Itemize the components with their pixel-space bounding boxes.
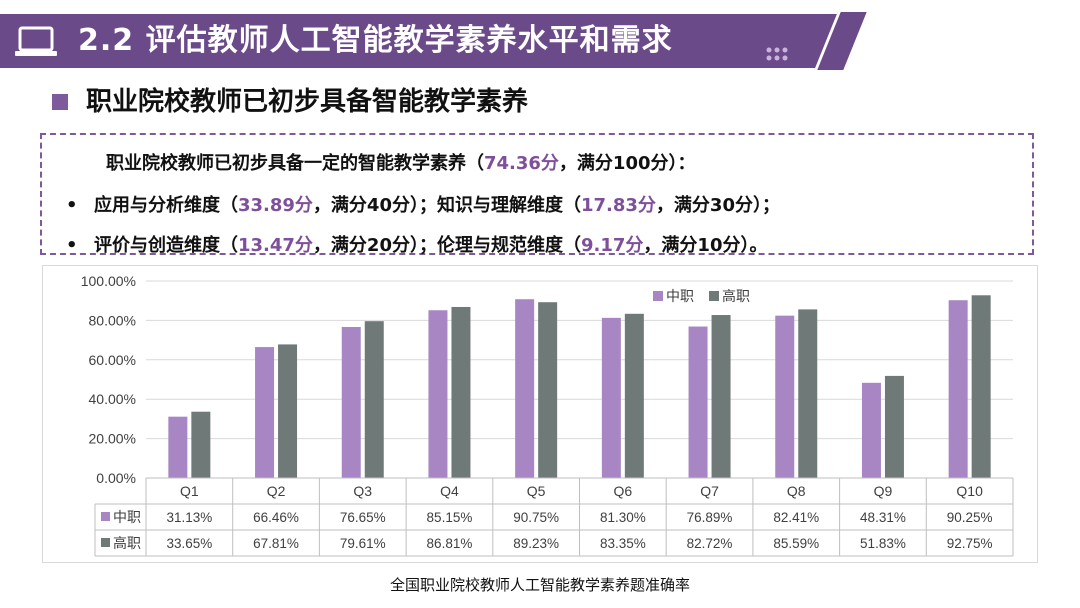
bar-chart: 0.00% 20.00% 40.00% 60.00% 80.00% 100.00% Q1 Q2… — [81, 273, 1014, 557]
bullet-icon: • — [66, 235, 78, 256]
bar-高职-Q9 — [884, 375, 904, 478]
x-tick-label: Q8 — [787, 483, 806, 499]
data-label: 85.15% — [427, 510, 473, 525]
data-label: 90.75% — [513, 510, 559, 525]
data-label: 76.65% — [340, 510, 386, 525]
bar-高职-Q8 — [798, 309, 818, 478]
summary-text: ，满分20分）； — [312, 235, 437, 256]
legend-key — [709, 291, 719, 301]
summary-text: ，满分10分）。 — [643, 235, 768, 256]
bar-高职-Q10 — [971, 295, 991, 478]
bar-高职-Q5 — [538, 302, 558, 478]
legend-key — [653, 291, 663, 301]
page-title: 2.2 评估教师人工智能教学素养水平和需求 — [78, 23, 673, 58]
summary-score: 33.89分 — [238, 195, 313, 216]
data-label: 83.35% — [600, 536, 646, 551]
data-label: 92.75% — [947, 536, 993, 551]
summary-box: 职业院校教师已初步具备一定的智能教学素养（74.36分，满分100分）： • 应用… — [40, 133, 1034, 257]
table-legend-key — [101, 538, 110, 547]
summary-score: 13.47分 — [238, 235, 313, 256]
section-bullet-icon — [52, 94, 68, 110]
summary-text: ，满分100分）： — [558, 153, 696, 174]
bar-高职-Q1 — [191, 411, 211, 478]
data-label: 81.30% — [600, 510, 646, 525]
y-tick-label: 60.00% — [89, 352, 136, 368]
data-label: 76.89% — [687, 510, 733, 525]
table-series-name: 中职 — [113, 509, 141, 525]
summary-score: 9.17分 — [581, 235, 644, 256]
laptop-icon — [15, 26, 57, 56]
bar-中职-Q10 — [948, 300, 968, 478]
summary-text: 应用与分析维度（ — [94, 195, 238, 216]
x-tick-label: Q4 — [440, 483, 459, 499]
data-label: 31.13% — [166, 510, 212, 525]
bar-中职-Q8 — [775, 315, 795, 478]
chart-caption: 全国职业院校教师人工智能教学素养题准确率 — [389, 576, 690, 594]
data-label: 67.81% — [253, 536, 299, 551]
bar-高职-Q2 — [278, 344, 298, 478]
summary-text: 知识与理解维度（ — [437, 195, 581, 216]
bar-中职-Q6 — [601, 317, 621, 478]
data-label: 79.61% — [340, 536, 386, 551]
summary-text: ，满分30分）； — [655, 195, 780, 216]
x-tick-label: Q6 — [614, 483, 633, 499]
decoration-dots-icon — [766, 47, 788, 61]
summary-score: 74.36分 — [484, 153, 559, 174]
data-label: 82.72% — [687, 536, 733, 551]
table-series-name: 高职 — [113, 535, 141, 551]
legend-label: 中职 — [666, 288, 694, 304]
chart-frame: 0.00% 20.00% 40.00% 60.00% 80.00% 100.00% Q1 Q2… — [42, 265, 1038, 563]
bar-中职-Q3 — [341, 326, 361, 478]
data-label: 82.41% — [773, 510, 819, 525]
summary-score: 17.83分 — [581, 195, 656, 216]
x-tick-label: Q10 — [956, 483, 983, 499]
data-label: 48.31% — [860, 510, 906, 525]
summary-text: 伦理与规范维度（ — [437, 235, 581, 256]
summary-text: 评价与创造维度（ — [94, 235, 238, 256]
bar-中职-Q5 — [515, 299, 535, 478]
bar-中职-Q9 — [861, 382, 881, 478]
x-tick-label: Q7 — [700, 483, 719, 499]
y-tick-label: 20.00% — [89, 431, 136, 447]
x-tick-label: Q2 — [267, 483, 286, 499]
y-tick-label: 40.00% — [89, 391, 136, 407]
table-legend-key — [101, 512, 110, 521]
x-tick-label: Q5 — [527, 483, 546, 499]
data-label: 66.46% — [253, 510, 299, 525]
summary-line-total: 职业院校教师已初步具备一定的智能教学素养（74.36分，满分100分）： — [106, 149, 696, 175]
summary-line-dimensions-2: • 评价与创造维度（13.47分，满分20分）；伦理与规范维度（9.17分，满分1… — [66, 231, 767, 257]
data-label: 89.23% — [513, 536, 559, 551]
data-label: 85.59% — [773, 536, 819, 551]
bar-高职-Q4 — [451, 306, 471, 478]
summary-text: ，满分40分）； — [312, 195, 437, 216]
bullet-icon: • — [66, 195, 78, 216]
summary-text: 职业院校教师已初步具备一定的智能教学素养（ — [106, 153, 484, 174]
bar-中职-Q4 — [428, 310, 448, 478]
header-banner — [0, 14, 850, 68]
bar-中职-Q1 — [168, 416, 188, 478]
bar-中职-Q7 — [688, 326, 708, 478]
x-tick-label: Q9 — [874, 483, 893, 499]
summary-line-dimensions-1: • 应用与分析维度（33.89分，满分40分）；知识与理解维度（17.83分，满分… — [66, 191, 780, 217]
bar-高职-Q6 — [624, 313, 644, 478]
legend-label: 高职 — [722, 288, 750, 304]
y-tick-label: 80.00% — [89, 312, 136, 328]
y-tick-label: 0.00% — [96, 470, 136, 486]
bar-高职-Q7 — [711, 315, 731, 478]
section-title: 职业院校教师已初步具备智能教学素养 — [86, 87, 529, 117]
x-tick-label: Q1 — [180, 483, 199, 499]
x-tick-label: Q3 — [353, 483, 372, 499]
data-label: 33.65% — [166, 536, 212, 551]
data-label: 51.83% — [860, 536, 906, 551]
bar-高职-Q3 — [364, 321, 384, 478]
data-label: 86.81% — [427, 536, 473, 551]
data-label: 90.25% — [947, 510, 993, 525]
y-tick-label: 100.00% — [81, 273, 136, 289]
bar-中职-Q2 — [255, 347, 275, 478]
